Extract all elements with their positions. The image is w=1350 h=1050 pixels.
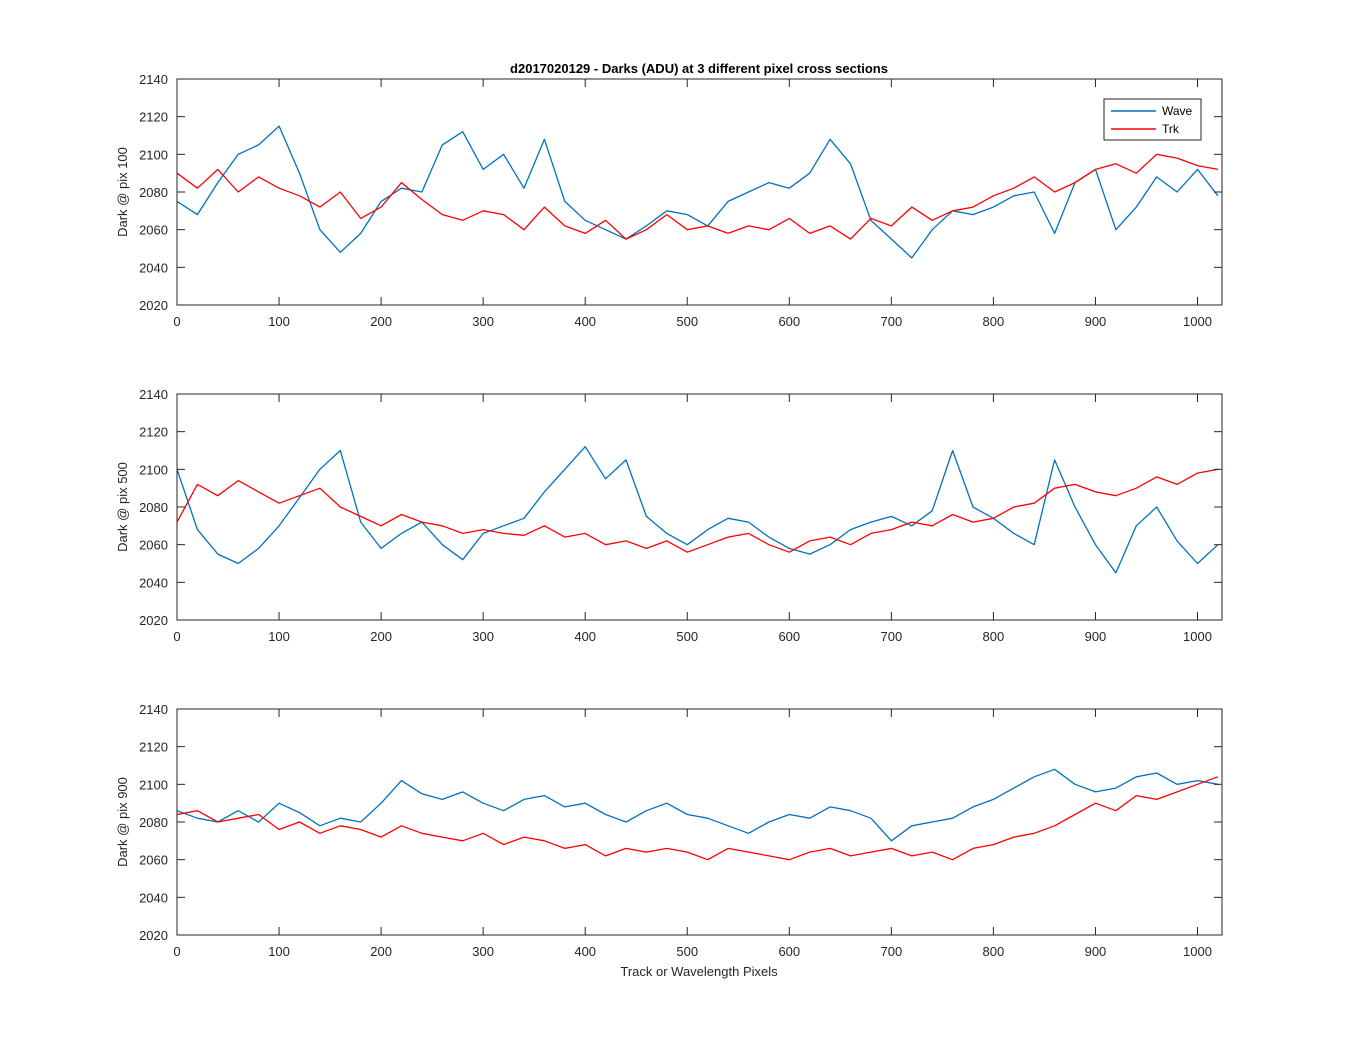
x-tick-label: 900: [1085, 314, 1107, 329]
y-tick-label: 2080: [139, 185, 168, 200]
x-tick-label: 800: [983, 314, 1005, 329]
x-tick-label: 900: [1085, 629, 1107, 644]
x-tick-label: 900: [1085, 944, 1107, 959]
x-tick-label: 600: [778, 944, 800, 959]
y-axis-label: Dark @ pix 100: [115, 147, 130, 237]
series-line-wave: [176, 446, 1219, 574]
x-tick-label: 1000: [1183, 629, 1212, 644]
series-line-wave: [176, 125, 1219, 259]
x-tick-label: 100: [268, 629, 290, 644]
x-tick-label: 600: [778, 629, 800, 644]
x-tick-label: 200: [370, 629, 392, 644]
x-tick-label: 300: [472, 944, 494, 959]
axes-1: 0 100 200 300 400 500 600 700 800 900 1000 2020 2040…: [115, 72, 1223, 329]
x-tick-label: 700: [881, 314, 903, 329]
y-tick-label: 2040: [139, 260, 168, 275]
x-tick-label: 300: [472, 629, 494, 644]
y-tick-label: 2020: [139, 928, 168, 943]
y-tick-label: 2020: [139, 613, 168, 628]
x-tick-label: 0: [173, 629, 180, 644]
y-tick-label: 2020: [139, 298, 168, 313]
y-tick-label: 2060: [139, 223, 168, 238]
x-tick-label: 1000: [1183, 944, 1212, 959]
x-tick-label: 800: [983, 629, 1005, 644]
x-tick-label: 700: [881, 629, 903, 644]
series-line-trk: [176, 153, 1219, 240]
y-axis-label: Dark @ pix 900: [115, 777, 130, 867]
plot-area: [176, 393, 1223, 621]
x-tick-label: 500: [676, 629, 698, 644]
plot-area: [176, 78, 1223, 306]
figure-title: d2017020129 - Darks (ADU) at 3 different…: [510, 61, 888, 76]
y-tick-label: 2040: [139, 575, 168, 590]
x-tick-label: 400: [574, 944, 596, 959]
axes-3: 0 100 200 300 400 500 600 700 800 900 1000 2020 2040…: [115, 702, 1223, 959]
y-tick-label: 2060: [139, 538, 168, 553]
x-tick-label: 200: [370, 314, 392, 329]
axes-2: 0 100 200 300 400 500 600 700 800 900 1000 2020 2040…: [115, 387, 1223, 644]
y-tick-label: 2080: [139, 500, 168, 515]
x-axis-label: Track or Wavelength Pixels: [620, 964, 778, 979]
x-tick-label: 0: [173, 314, 180, 329]
axes-container: 0 100 200 300 400 500 600 700 800 900 100020202040…: [115, 72, 1223, 959]
y-axis-label: Dark @ pix 500: [115, 462, 130, 552]
y-tick-label: 2040: [139, 890, 168, 905]
legend-box: [1103, 98, 1202, 141]
series-line-trk: [176, 776, 1219, 861]
y-tick-label: 2140: [139, 702, 168, 717]
x-tick-label: 800: [983, 944, 1005, 959]
x-tick-label: 100: [268, 944, 290, 959]
x-tick-label: 400: [574, 629, 596, 644]
y-tick-label: 2060: [139, 853, 168, 868]
x-tick-label: 300: [472, 314, 494, 329]
series-line-trk: [176, 468, 1219, 553]
y-tick-label: 2100: [139, 462, 168, 477]
legend: Wave Trk: [1103, 98, 1202, 141]
x-tick-label: 500: [676, 944, 698, 959]
y-tick-label: 2140: [139, 72, 168, 87]
x-tick-label: 100: [268, 314, 290, 329]
y-tick-label: 2140: [139, 387, 168, 402]
plot-area: [176, 708, 1223, 936]
x-tick-label: 200: [370, 944, 392, 959]
legend-label-wave: Wave: [1162, 104, 1193, 118]
y-tick-label: 2080: [139, 815, 168, 830]
series-line-wave: [176, 768, 1219, 842]
x-tick-label: 400: [574, 314, 596, 329]
y-tick-label: 2120: [139, 425, 168, 440]
x-tick-label: 500: [676, 314, 698, 329]
y-tick-label: 2100: [139, 777, 168, 792]
x-tick-label: 700: [881, 944, 903, 959]
y-tick-label: 2120: [139, 110, 168, 125]
x-tick-label: 0: [173, 944, 180, 959]
x-tick-label: 1000: [1183, 314, 1212, 329]
legend-label-trk: Trk: [1162, 122, 1180, 136]
y-tick-label: 2120: [139, 740, 168, 755]
x-tick-label: 600: [778, 314, 800, 329]
y-tick-label: 2100: [139, 147, 168, 162]
